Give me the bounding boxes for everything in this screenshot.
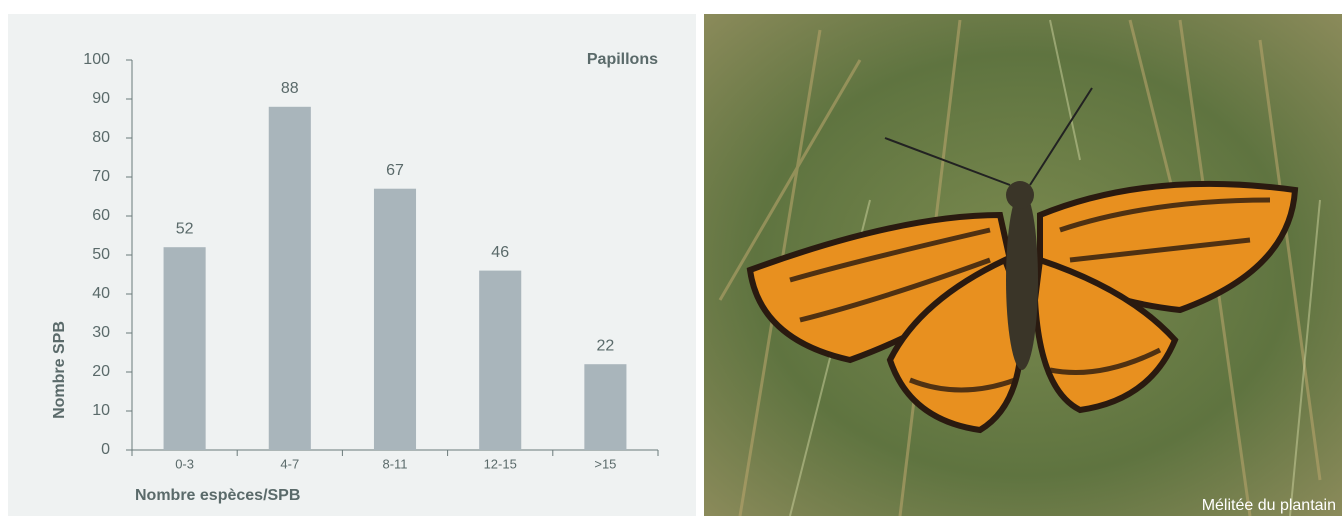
y-tick-label: 70	[92, 168, 110, 185]
x-tick-label: >15	[594, 456, 616, 471]
value-label: 88	[281, 80, 299, 97]
photo	[704, 14, 1342, 516]
bar	[373, 188, 417, 450]
bar	[479, 270, 522, 450]
y-tick-label: 50	[92, 246, 110, 263]
y-axis-label: Nombre SPB	[51, 321, 68, 419]
chart-title: Papillons	[587, 51, 658, 68]
x-tick-label: 12-15	[484, 456, 517, 471]
y-tick-label: 90	[92, 90, 110, 107]
value-label: 52	[176, 220, 194, 237]
x-tick-label: 0-3	[175, 456, 194, 471]
y-tick-label: 40	[92, 285, 110, 302]
y-tick-label: 10	[92, 402, 110, 419]
photo-caption: Mélitée du plantain	[1202, 497, 1336, 514]
bar	[268, 106, 311, 451]
x-tick-label: 4-7	[280, 456, 299, 471]
value-label: 46	[491, 244, 509, 261]
y-tick-label: 100	[83, 51, 110, 68]
bar	[163, 247, 206, 450]
bar	[584, 364, 627, 450]
y-tick-label: 60	[92, 207, 110, 224]
x-tick-label: 8-11	[382, 456, 407, 471]
value-label: 22	[597, 337, 615, 354]
y-tick-label: 30	[92, 324, 110, 341]
y-tick-label: 20	[92, 363, 110, 380]
x-axis-label: Nombre espèces/SPB	[135, 487, 300, 504]
chart-panel	[8, 14, 696, 516]
y-tick-label: 0	[101, 441, 110, 458]
y-tick-label: 80	[92, 129, 110, 146]
value-label: 67	[386, 162, 404, 179]
